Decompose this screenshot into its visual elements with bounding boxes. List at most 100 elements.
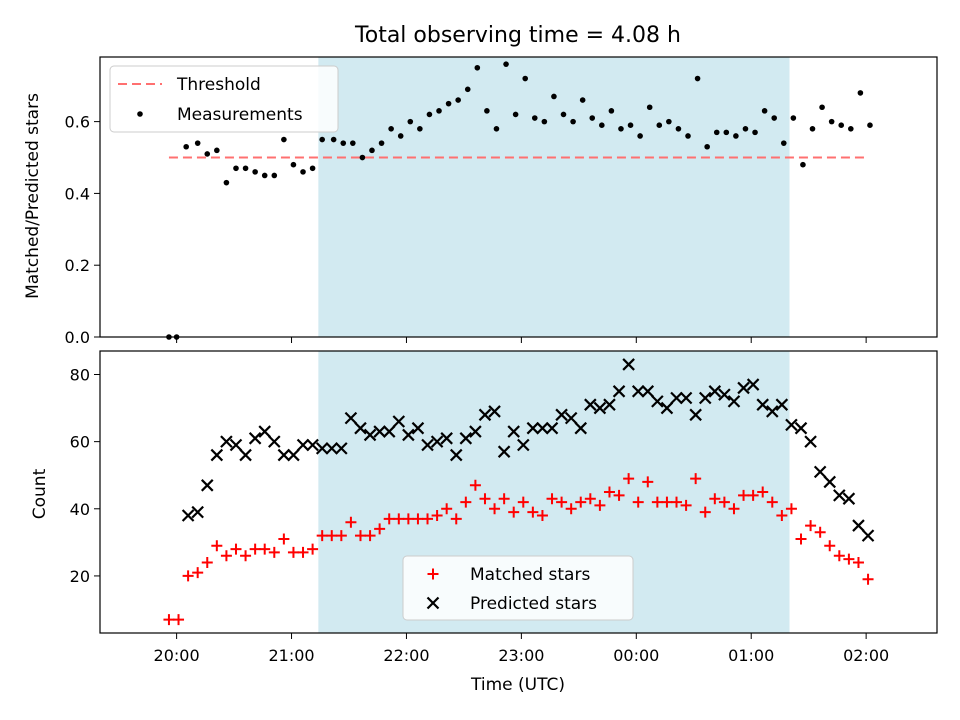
predicted-stars-point	[220, 435, 233, 448]
matched-stars-point	[441, 503, 453, 515]
measurement-point	[512, 111, 519, 118]
predicted-stars-point	[584, 398, 597, 411]
top-y-axis-label: Matched/Predicted stars	[23, 93, 43, 299]
measurement-point	[828, 118, 835, 125]
measurement-point	[223, 179, 230, 186]
measurement-point	[541, 118, 548, 125]
matched-stars-point	[852, 557, 864, 568]
predicted-stars-point	[842, 492, 856, 505]
measurement-point	[646, 104, 653, 111]
measurement-point	[771, 115, 777, 121]
predicted-stars-point	[737, 381, 750, 395]
measurement-point	[608, 108, 615, 114]
legend-matched-swatch	[427, 568, 439, 580]
matched-stars-point	[527, 506, 539, 518]
matched-stars-point	[402, 513, 414, 525]
x-axis-label: Time (UTC)	[470, 675, 565, 695]
matched-stars-point	[690, 473, 702, 485]
measurement-point	[838, 122, 845, 129]
measurement-point	[809, 125, 816, 132]
predicted-stars-point	[440, 432, 453, 445]
matched-stars-point	[843, 553, 855, 565]
measurement-point	[800, 161, 806, 168]
measurement-point	[417, 125, 423, 132]
measurement-point	[271, 172, 278, 179]
predicted-stars-point	[622, 358, 635, 371]
matched-stars-point	[489, 503, 501, 515]
predicted-stars-point	[306, 438, 319, 452]
predicted-stars-point	[804, 435, 817, 448]
matched-stars-point	[556, 496, 568, 508]
measurement-point	[637, 133, 643, 139]
predicted-stars-point	[478, 408, 492, 422]
predicted-stars-point	[833, 489, 846, 502]
measurement-point	[474, 64, 481, 71]
axes-frame	[99, 56, 938, 338]
predicted-stars-point	[354, 421, 367, 435]
matched-stars-point	[297, 546, 309, 558]
matched-stars-point	[278, 533, 290, 545]
observing-window-band	[318, 57, 790, 337]
measurement-point	[281, 136, 287, 143]
predicted-stars-point	[631, 385, 645, 398]
measurement-point	[493, 125, 500, 132]
measurement-point	[531, 115, 538, 121]
matched-stars-point	[575, 496, 587, 508]
predicted-stars-point	[708, 385, 722, 398]
matched-stars-point	[766, 496, 778, 508]
matched-stars-point	[412, 513, 424, 525]
predicted-stars-point	[497, 445, 511, 458]
predicted-stars-point	[679, 391, 693, 405]
predicted-stars-point	[727, 395, 741, 408]
predicted-stars-point	[852, 519, 865, 532]
predicted-stars-point	[268, 435, 281, 448]
measurement-point	[233, 165, 239, 172]
measurement-point	[319, 136, 325, 143]
predicted-stars-point	[775, 398, 789, 411]
measurement-point	[378, 140, 385, 146]
y-tick-label: 0.2	[65, 256, 90, 275]
measurement-point	[183, 143, 189, 150]
measurement-point	[194, 140, 201, 146]
measurement-point	[790, 115, 797, 121]
measurement-point	[455, 97, 461, 103]
matched-stars-point	[249, 543, 261, 555]
matched-stars-point	[479, 493, 491, 505]
predicted-stars-point	[612, 385, 626, 398]
y-tick-label: 20	[70, 567, 90, 586]
measurement-point	[551, 93, 557, 100]
predicted-stars-point	[296, 438, 310, 452]
predicted-stars-point	[574, 421, 588, 435]
y-tick-label: 40	[70, 500, 90, 519]
matched-stars-point	[240, 550, 252, 562]
measurement-point	[675, 125, 682, 132]
measurement-point	[464, 86, 471, 93]
predicted-stars-point	[861, 529, 875, 542]
axes-frame	[99, 350, 938, 634]
matched-stars-point	[642, 476, 654, 488]
predicted-stars-point	[363, 428, 377, 442]
measurement-point	[848, 125, 854, 132]
predicted-stars-point	[344, 411, 358, 425]
measurement-point	[261, 172, 268, 179]
measurement-point	[290, 161, 297, 168]
matched-stars-point	[680, 499, 692, 511]
predicted-stars-point	[239, 448, 252, 462]
measurement-point	[704, 143, 710, 150]
predicted-stars-point	[603, 398, 616, 411]
matched-stars-point	[220, 550, 232, 562]
predicted-stars-point	[526, 421, 540, 435]
legend-measurements-label: Measurements	[177, 105, 303, 125]
matched-stars-point	[230, 543, 242, 555]
matched-stars-point	[661, 496, 673, 508]
measurement-point	[359, 154, 366, 161]
matched-stars-point	[354, 530, 366, 542]
matched-stars-point	[776, 510, 788, 521]
measurement-point	[780, 140, 787, 146]
matched-stars-point	[211, 540, 223, 552]
measurement-point	[742, 125, 749, 132]
predicted-stars-point	[373, 425, 386, 438]
predicted-stars-point	[258, 425, 271, 438]
y-tick-label: 80	[70, 366, 90, 385]
predicted-stars-point	[411, 421, 425, 435]
